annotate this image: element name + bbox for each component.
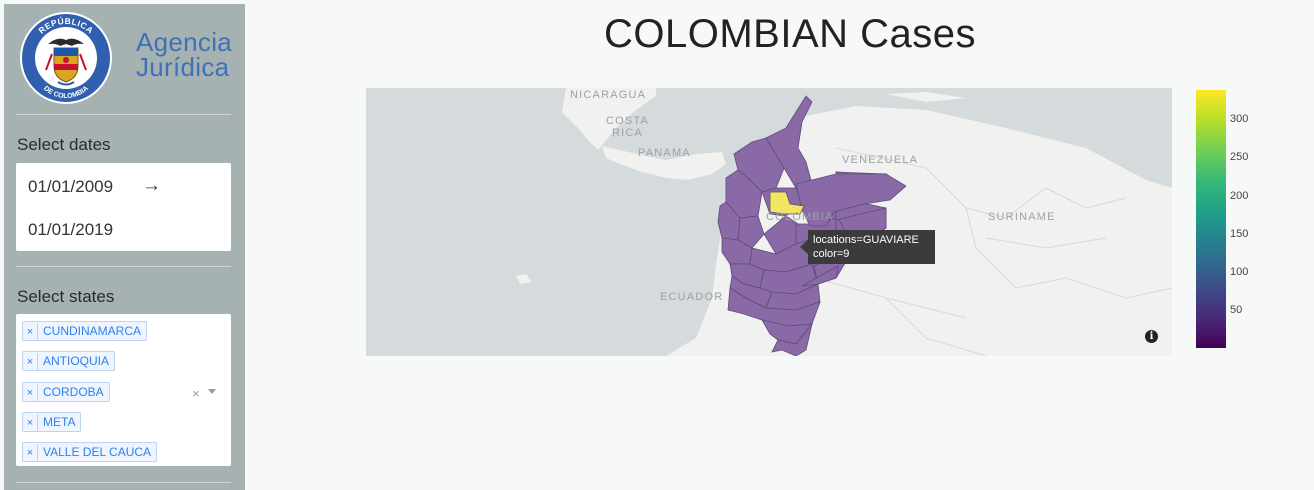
states-multiselect[interactable]: × CUNDINAMARCA × ANTIOQUIA × CORDOBA × META … (16, 314, 231, 466)
map-label-ecuador: ECUADOR (660, 291, 723, 303)
chevron-down-icon[interactable] (208, 389, 216, 394)
tooltip-location: locations=GUAVIARE (813, 234, 919, 246)
colorbar: 300 250 200 150 100 50 (1196, 90, 1256, 350)
arrow-right-icon: → (142, 175, 161, 196)
brand-line-1: Agencia (136, 27, 233, 57)
map-tooltip: locations=GUAVIARE color=9 (808, 230, 935, 264)
colorbar-tick: 250 (1230, 151, 1249, 163)
map-label-colombia: COLOMBIA (766, 211, 834, 223)
date-range-picker[interactable]: 01/01/2009 → 01/01/2019 (16, 163, 231, 251)
map-region-east (795, 173, 907, 227)
map-land-central-america (562, 88, 656, 150)
state-chip-label: META (43, 415, 76, 429)
tooltip-pointer (800, 240, 808, 254)
map-label-panama: PANAMA (638, 147, 691, 159)
divider (16, 114, 231, 115)
colorbar-tick: 150 (1230, 228, 1249, 240)
state-chip-label: CUNDINAMARCA (43, 324, 142, 338)
colorbar-tick: 100 (1230, 266, 1249, 278)
state-chip: × CUNDINAMARCA (22, 321, 148, 341)
state-chip: × META (22, 412, 82, 432)
dates-label: Select dates (17, 135, 111, 154)
map-label-venezuela: VENEZUELA (842, 154, 918, 166)
page-title: COLOMBIAN Cases (603, 12, 977, 56)
remove-chip-icon[interactable]: × (23, 353, 38, 371)
remove-chip-icon[interactable]: × (23, 323, 38, 341)
map-land-island (516, 274, 532, 284)
state-chip-label: CORDOBA (43, 385, 104, 399)
colorbar-tick: 300 (1230, 113, 1249, 125)
state-chip-label: ANTIOQUIA (43, 354, 110, 368)
colorbar-tick: 50 (1230, 304, 1243, 316)
map-label-costa: COSTA (606, 115, 649, 127)
map-region-highlight[interactable] (769, 191, 805, 215)
colombia-seal-icon: REPÚBLICA DE COLOMBIA (20, 12, 112, 104)
clear-all-icon[interactable]: × (192, 386, 200, 401)
colorbar-tick: 200 (1230, 190, 1249, 202)
divider (16, 482, 231, 483)
choropleth-map[interactable]: NICARAGUA COSTA RICA PANAMA VENEZUELA CO… (366, 88, 1172, 356)
start-date-input[interactable]: 01/01/2009 (28, 177, 114, 196)
states-label: Select states (17, 287, 115, 306)
map-land-panama (602, 146, 726, 180)
tooltip-color: color=9 (813, 248, 850, 260)
map-label-suriname: SURINAME (988, 211, 1056, 223)
remove-chip-icon[interactable]: × (23, 414, 38, 432)
state-chip-label: VALLE DEL CAUCA (43, 445, 152, 459)
sidebar: REPÚBLICA DE COLOMBIA Agencia Jurídica (4, 4, 245, 490)
state-chip: × VALLE DEL CAUCA (22, 442, 158, 462)
map-land-island (886, 92, 966, 102)
map-label-nicaragua: NICARAGUA (570, 89, 646, 101)
logo: REPÚBLICA DE COLOMBIA Agencia Jurídica (14, 10, 240, 110)
remove-chip-icon[interactable]: × (23, 384, 38, 402)
brand-line-2: Jurídica (136, 52, 230, 82)
state-chip: × CORDOBA (22, 382, 110, 402)
info-icon[interactable]: i (1145, 330, 1158, 343)
brand-name: Agencia Jurídica (136, 27, 233, 82)
divider (16, 266, 231, 267)
remove-chip-icon[interactable]: × (23, 444, 38, 462)
map-label-rica: RICA (612, 127, 643, 139)
state-chip: × ANTIOQUIA (22, 351, 116, 371)
colorbar-gradient (1196, 90, 1226, 348)
end-date-input[interactable]: 01/01/2019 (28, 220, 114, 239)
